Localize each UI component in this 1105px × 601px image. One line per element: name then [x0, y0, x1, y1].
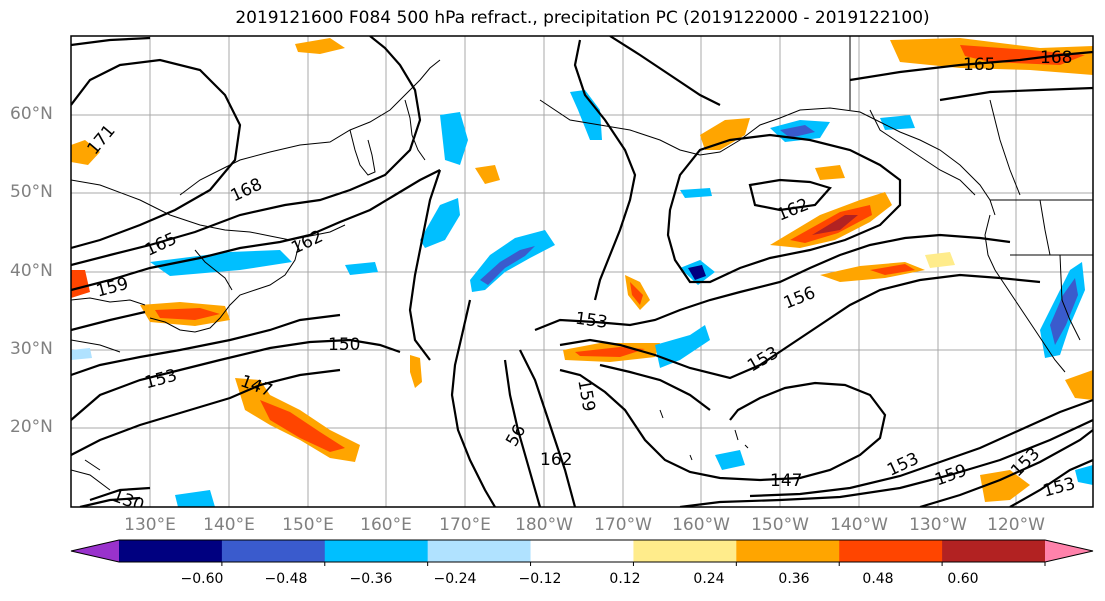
precip-positive: [71, 38, 1093, 502]
colorbar-segment: [119, 540, 223, 562]
colorbar-tick-label: −0.48: [264, 571, 308, 587]
colorbar-tick-label: 0.24: [693, 571, 725, 587]
contour-label: 153: [574, 309, 609, 333]
lat-label-50: 50°N: [10, 182, 53, 202]
lat-label-30: 30°N: [10, 339, 53, 359]
colorbar-tick-label: −0.36: [349, 571, 393, 587]
plot-frame: [70, 35, 1094, 508]
colorbar-segment: [427, 540, 532, 562]
lon-label: 180°W: [515, 515, 573, 535]
colorbar-segment: [530, 540, 634, 562]
colorbar-tick-label: 0.36: [778, 571, 810, 587]
lon-label: 120°W: [987, 515, 1045, 535]
lat-label-20: 20°N: [10, 417, 53, 437]
lon-label: 160°E: [360, 515, 412, 535]
coastlines: [71, 36, 1093, 491]
contour-label: 165: [963, 55, 995, 75]
lon-label: 130°W: [909, 515, 967, 535]
lon-label: 140°E: [203, 515, 255, 535]
colorbar-segment: [942, 540, 1046, 562]
map-title: 2019121600 F084 500 hPa refract., precip…: [235, 8, 930, 28]
contour-label: 168: [1040, 48, 1072, 68]
colorbar-tick-label: 0.60: [947, 571, 979, 587]
precip-negative: [71, 90, 1093, 507]
colorbar: [70, 539, 1094, 566]
lat-label-60: 60°N: [10, 104, 53, 124]
lat-label-40: 40°N: [10, 261, 53, 281]
colorbar-segment: [633, 540, 737, 562]
lon-label: 150°E: [282, 515, 334, 535]
colorbar-tick-label: −0.60: [180, 571, 224, 587]
colorbar-extend-min: [71, 540, 119, 562]
colorbar-segment: [736, 540, 840, 562]
lon-label: 150°W: [751, 515, 809, 535]
lon-label: 170°E: [439, 515, 491, 535]
colorbar-tick-label: −0.12: [518, 571, 562, 587]
colorbar-extend-max: [1045, 540, 1093, 562]
colorbar-segment: [324, 540, 429, 562]
contour-label: 150: [328, 335, 360, 355]
colorbar-segment: [221, 540, 326, 562]
lon-label: 140°W: [830, 515, 888, 535]
lon-label: 160°W: [672, 515, 730, 535]
contour-label: 162: [540, 450, 572, 470]
colorbar-tick-label: 0.48: [862, 571, 894, 587]
colorbar-segment: [839, 540, 943, 562]
colorbar-tick-label: 0.12: [609, 571, 641, 587]
lon-label: 170°W: [594, 515, 652, 535]
lon-label: 130°E: [124, 515, 176, 535]
contours: [71, 36, 1093, 507]
colorbar-tick-label: −0.24: [433, 571, 477, 587]
contour-label: 147: [770, 471, 802, 491]
colorbar-outline: [70, 539, 1094, 563]
